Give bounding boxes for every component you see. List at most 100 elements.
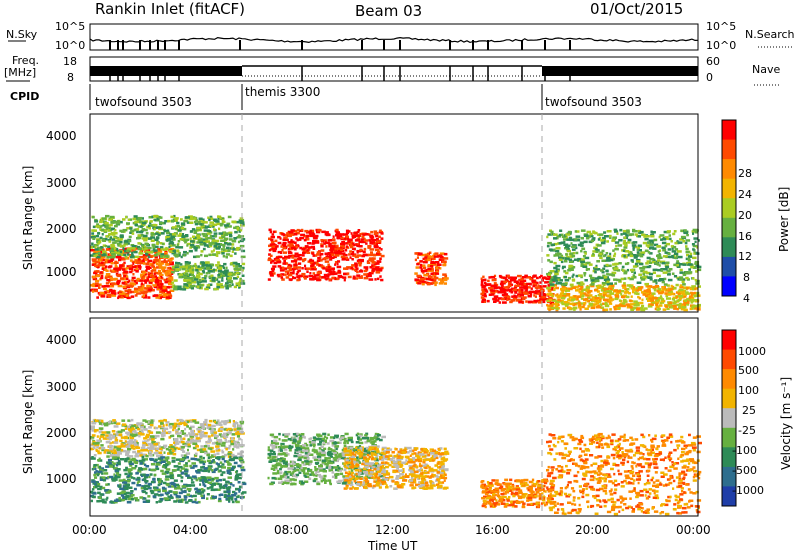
range-gate-cell xyxy=(369,248,375,251)
range-gate-cell xyxy=(142,442,147,445)
range-gate-cell xyxy=(214,436,217,440)
range-gate-cell xyxy=(646,285,650,288)
range-gate-cell xyxy=(290,260,294,263)
range-gate-cell xyxy=(425,277,429,281)
range-gate-cell xyxy=(688,268,691,271)
range-gate-cell xyxy=(558,258,563,261)
range-gate-cell xyxy=(642,270,648,274)
range-gate-cell xyxy=(177,285,182,288)
range-gate-cell xyxy=(131,232,135,235)
range-gate-cell xyxy=(281,243,286,247)
range-gate-cell xyxy=(280,273,284,276)
range-gate-cell xyxy=(209,224,213,228)
range-gate-cell xyxy=(597,238,601,241)
range-gate-cell xyxy=(172,238,176,241)
range-gate-cell xyxy=(312,254,316,257)
range-gate-cell xyxy=(211,469,214,472)
range-gate-cell xyxy=(193,245,196,248)
range-gate-cell xyxy=(145,242,150,246)
range-gate-cell xyxy=(312,272,316,275)
range-gate-cell xyxy=(170,476,175,480)
range-gate-cell xyxy=(188,249,193,253)
range-gate-cell xyxy=(122,285,127,289)
range-gate-cell xyxy=(569,252,574,255)
range-gate-cell xyxy=(562,293,568,296)
range-gate-cell xyxy=(111,278,116,281)
range-gate-cell xyxy=(156,242,159,246)
range-gate-cell xyxy=(614,247,619,251)
range-gate-cell xyxy=(607,264,612,267)
range-gate-cell xyxy=(228,440,232,443)
range-gate-cell xyxy=(603,231,607,234)
range-gate-cell xyxy=(279,269,285,272)
range-gate-cell xyxy=(691,243,695,246)
range-gate-cell xyxy=(517,288,522,292)
range-gate-cell xyxy=(102,261,106,265)
range-gate-cell xyxy=(171,265,175,269)
range-gate-cell xyxy=(416,262,420,266)
range-gate-cell xyxy=(493,282,497,285)
range-gate-cell xyxy=(324,257,329,260)
range-gate-cell xyxy=(378,235,381,238)
range-gate-cell xyxy=(491,291,496,295)
range-gate-cell xyxy=(317,256,321,260)
range-gate-cell xyxy=(153,447,158,450)
range-gate-cell xyxy=(609,302,613,305)
range-gate-cell xyxy=(644,282,649,286)
range-gate-cell xyxy=(214,434,219,438)
range-gate-cell xyxy=(231,246,234,249)
range-gate-cell xyxy=(195,255,200,258)
range-gate-cell xyxy=(301,254,305,257)
range-gate-cell xyxy=(346,242,349,245)
range-gate-cell xyxy=(600,297,603,300)
range-gate-cell xyxy=(370,259,375,262)
range-gate-cell xyxy=(153,443,159,446)
range-gate-cell xyxy=(145,435,149,438)
range-gate-cell xyxy=(434,283,437,287)
range-gate-cell xyxy=(150,480,155,484)
range-gate-cell xyxy=(127,419,130,422)
range-gate-cell xyxy=(272,230,276,234)
range-gate-cell xyxy=(207,444,210,448)
range-gate-cell xyxy=(552,284,557,287)
range-gate-cell xyxy=(164,251,168,255)
range-gate-cell xyxy=(664,268,668,271)
range-gate-cell xyxy=(275,258,280,262)
range-gate-cell xyxy=(208,423,212,427)
range-gate-cell xyxy=(598,252,603,256)
range-gate-cell xyxy=(268,253,271,256)
range-gate-cell xyxy=(443,252,448,256)
range-gate-cell xyxy=(594,299,599,302)
range-gate-cell xyxy=(438,278,443,281)
range-gate-cell xyxy=(346,266,351,269)
range-gate-cell xyxy=(586,261,591,265)
range-gate-cell xyxy=(195,219,198,222)
velocity-panel: 4000 3000 2000 1000 Slant Range [km] 100… xyxy=(21,317,793,517)
range-gate-cell xyxy=(211,434,214,437)
range-gate-cell xyxy=(205,240,210,243)
range-gate-cell xyxy=(128,486,133,489)
range-gate-cell xyxy=(567,230,572,234)
range-gate-cell xyxy=(211,279,214,282)
range-gate-cell xyxy=(379,229,382,232)
range-gate-cell xyxy=(228,444,232,448)
range-gate-cell xyxy=(110,289,115,293)
range-gate-cell xyxy=(190,245,196,248)
range-gate-cell xyxy=(661,246,666,249)
range-gate-cell xyxy=(629,254,634,258)
range-gate-cell xyxy=(162,286,166,290)
range-gate-cell xyxy=(140,449,145,452)
range-gate-cell xyxy=(588,274,593,277)
range-gate-cell xyxy=(128,428,133,431)
range-gate-cell xyxy=(285,276,290,279)
range-gate-cell xyxy=(150,270,154,273)
range-gate-cell xyxy=(155,296,161,299)
range-gate-cell xyxy=(125,228,128,232)
range-gate-cell xyxy=(123,247,128,251)
cpid-label: CPID xyxy=(10,90,39,103)
range-gate-cell xyxy=(137,259,143,263)
range-gate-cell xyxy=(627,238,632,242)
range-gate-cell xyxy=(345,258,350,261)
range-gate-cell xyxy=(145,232,149,235)
range-gate-cell xyxy=(148,426,152,429)
